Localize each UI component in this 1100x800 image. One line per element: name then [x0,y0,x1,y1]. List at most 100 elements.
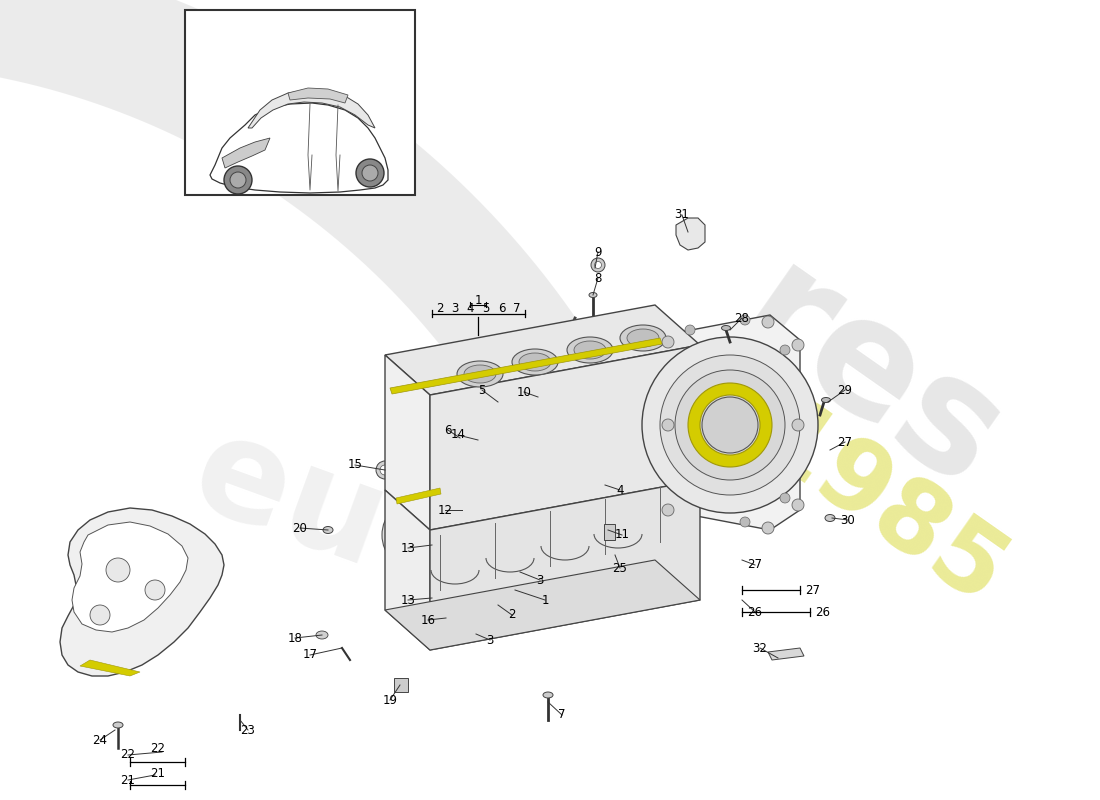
Text: 27: 27 [805,583,820,597]
Circle shape [224,166,252,194]
Polygon shape [768,648,804,660]
Text: 26: 26 [748,606,762,618]
Text: 19: 19 [383,694,397,706]
Text: res: res [710,235,1030,525]
Text: 3: 3 [486,634,494,646]
Ellipse shape [316,631,328,639]
Polygon shape [60,508,224,676]
Text: 4: 4 [466,302,474,314]
Circle shape [762,522,774,534]
Text: 1985: 1985 [738,390,1022,630]
Bar [438,612,448,626]
Text: 14: 14 [451,429,465,442]
Circle shape [662,336,674,348]
Text: 22: 22 [151,742,165,755]
Text: 23: 23 [241,723,255,737]
Polygon shape [385,355,430,530]
Polygon shape [288,88,348,103]
Text: 7: 7 [514,302,520,314]
Ellipse shape [473,437,483,443]
Circle shape [230,172,246,188]
Ellipse shape [323,526,333,534]
Ellipse shape [566,337,613,363]
Bar [185,10,415,195]
Text: 2: 2 [508,609,516,622]
Circle shape [356,159,384,187]
Polygon shape [210,103,388,193]
Polygon shape [395,488,442,582]
Text: 11: 11 [615,529,629,542]
Polygon shape [676,218,705,250]
Circle shape [762,316,774,328]
Ellipse shape [456,436,463,440]
Circle shape [780,493,790,503]
Text: 5: 5 [478,383,486,397]
Circle shape [660,355,800,495]
Text: eu: eu [176,403,404,597]
Text: 29: 29 [837,383,852,397]
Text: 16: 16 [420,614,436,626]
Polygon shape [385,490,430,650]
Circle shape [685,325,695,335]
Polygon shape [666,315,800,530]
Ellipse shape [620,325,666,351]
Text: 25: 25 [613,562,627,574]
Circle shape [740,315,750,325]
Polygon shape [385,305,700,395]
Circle shape [410,527,426,543]
Circle shape [792,339,804,351]
Text: 7: 7 [558,709,565,722]
Circle shape [780,345,790,355]
Text: 18: 18 [287,631,303,645]
Ellipse shape [534,394,542,399]
Polygon shape [396,488,441,504]
Circle shape [494,398,502,406]
Polygon shape [72,522,188,632]
Circle shape [382,499,454,571]
Text: 27: 27 [748,558,762,571]
Text: 9: 9 [594,246,602,258]
Circle shape [642,337,818,513]
Ellipse shape [574,341,606,359]
Circle shape [362,165,378,181]
Text: 30: 30 [840,514,856,526]
Bar [604,524,615,540]
Text: 32: 32 [752,642,768,654]
Ellipse shape [512,349,558,375]
Text: 21: 21 [121,774,135,786]
Circle shape [376,461,394,479]
Circle shape [396,513,440,557]
Bar [608,548,620,562]
Ellipse shape [822,398,830,402]
Text: 6: 6 [498,302,506,314]
Text: 27: 27 [837,435,852,449]
Text: 12: 12 [438,503,452,517]
Circle shape [591,258,605,272]
Text: 20: 20 [293,522,307,534]
Circle shape [145,580,165,600]
Text: 15: 15 [348,458,362,471]
Text: 8: 8 [594,271,602,285]
Text: 13: 13 [400,594,416,606]
Text: 21: 21 [151,767,165,780]
Ellipse shape [722,326,730,330]
Polygon shape [222,138,270,168]
Circle shape [662,419,674,431]
Ellipse shape [543,692,553,698]
Text: 2: 2 [437,302,443,314]
Text: 10: 10 [517,386,531,398]
Ellipse shape [825,514,835,522]
Circle shape [792,419,804,431]
Text: 4: 4 [616,483,624,497]
Ellipse shape [588,293,597,298]
Text: 28: 28 [735,311,749,325]
Text: 22: 22 [121,749,135,762]
Text: 3: 3 [537,574,543,586]
Text: 24: 24 [92,734,108,746]
Text: 17: 17 [302,649,318,662]
Text: 1: 1 [541,594,549,606]
Polygon shape [390,338,662,394]
Polygon shape [385,560,700,650]
Circle shape [90,605,110,625]
Circle shape [379,465,390,475]
